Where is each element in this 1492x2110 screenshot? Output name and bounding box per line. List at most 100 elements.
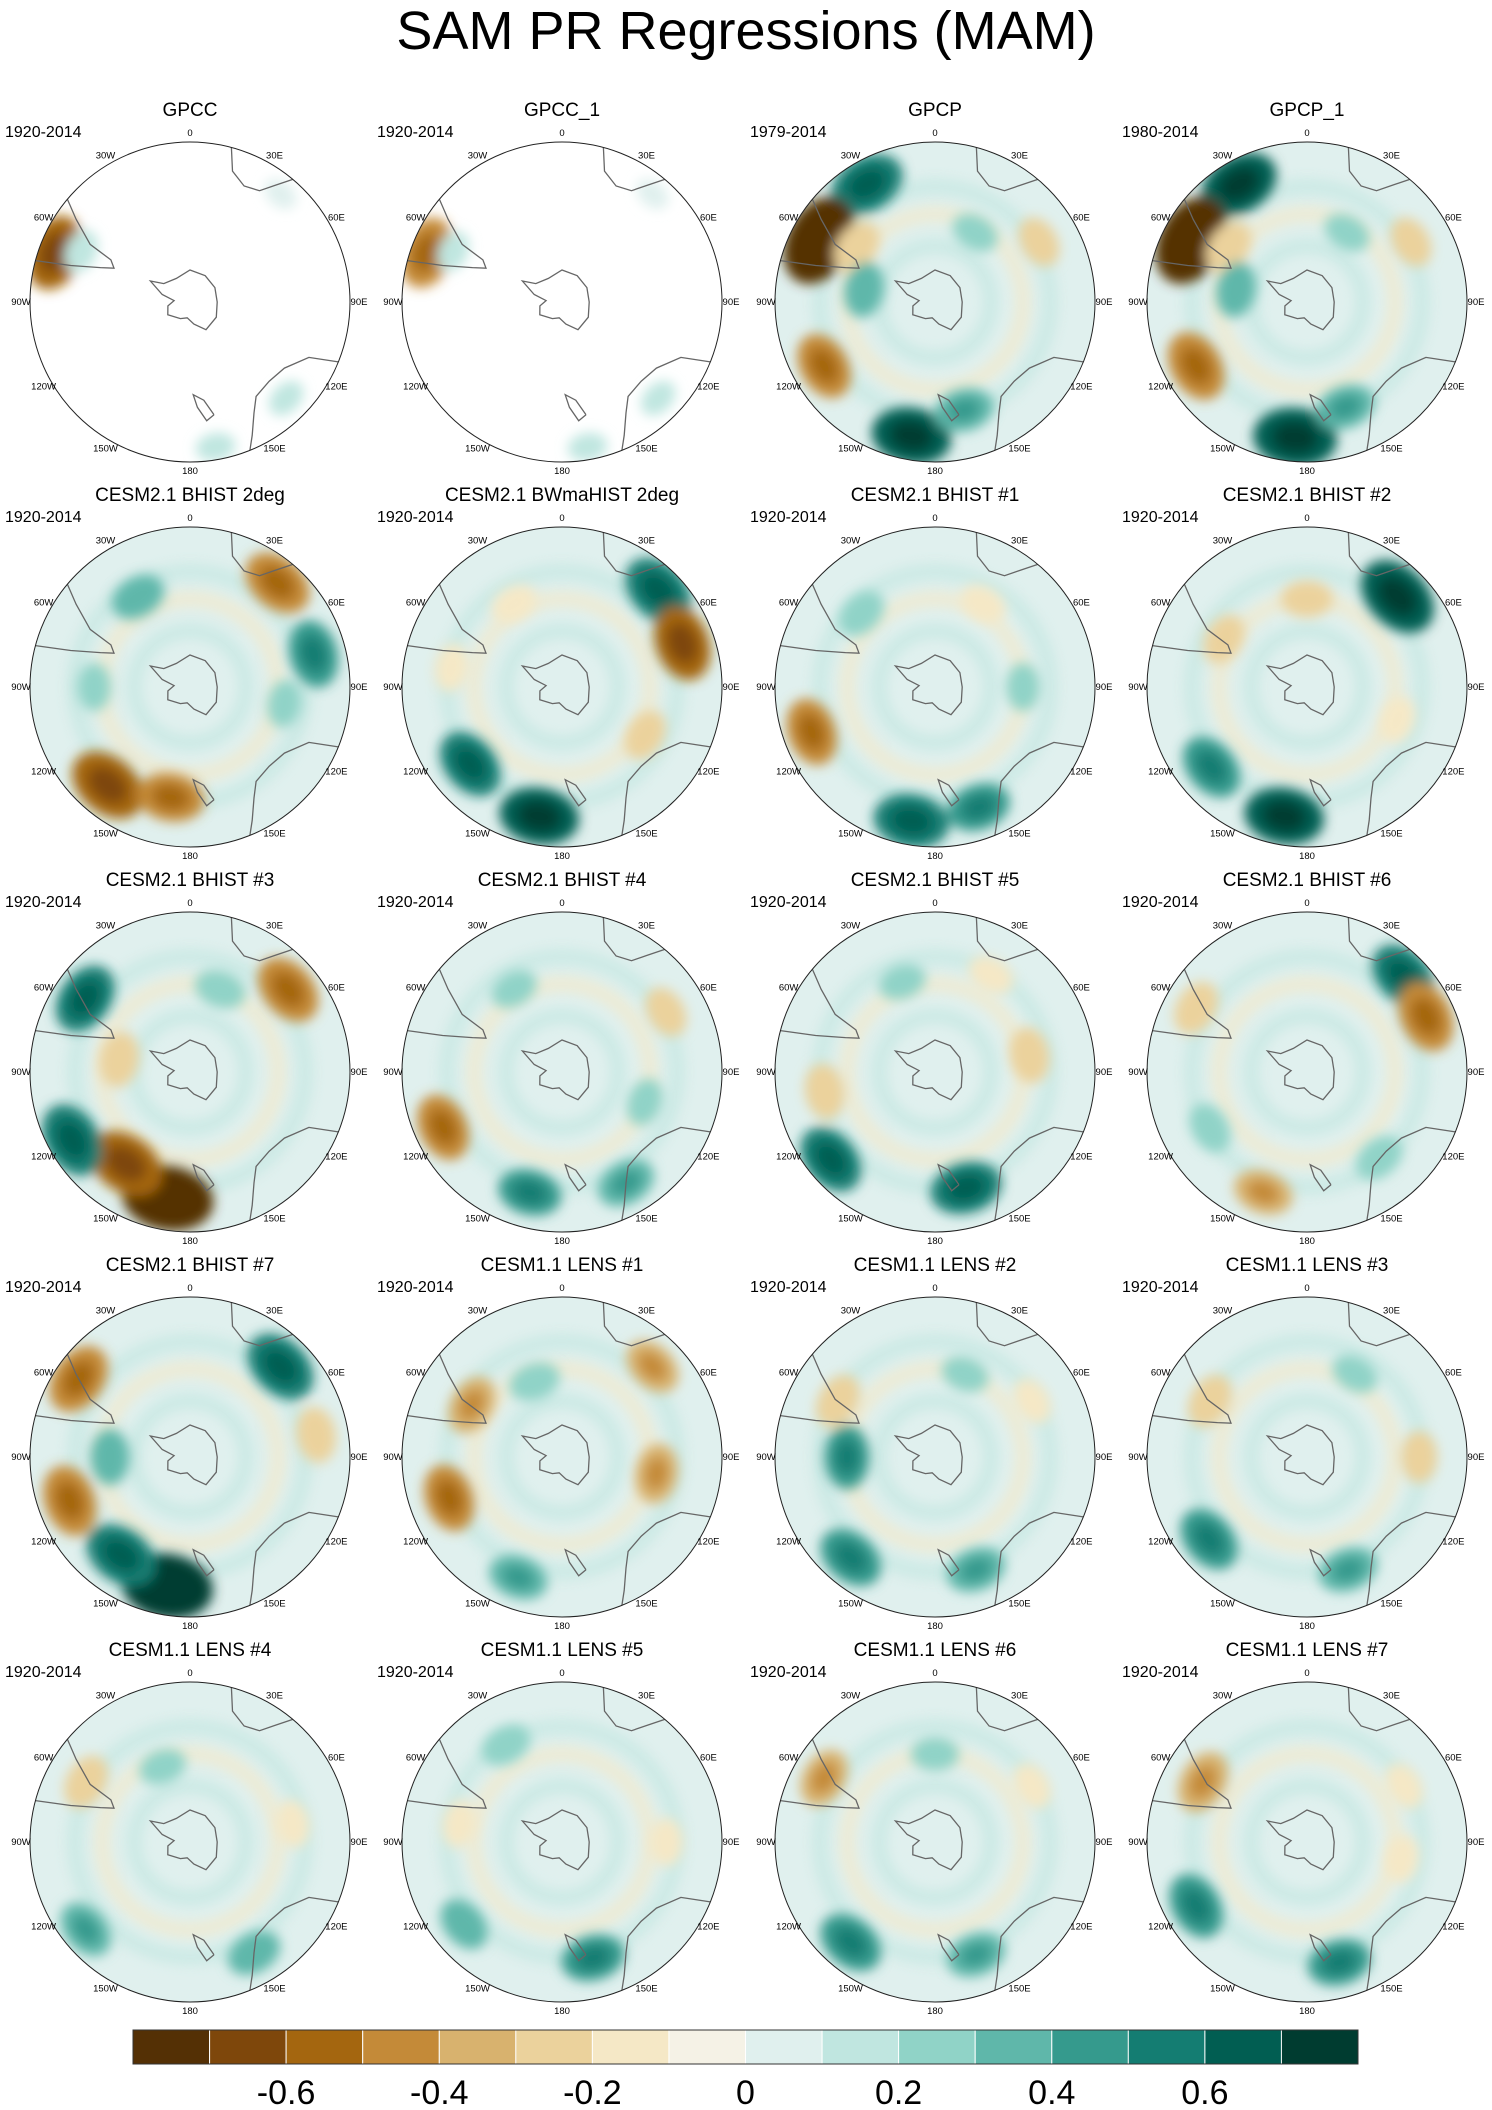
- colorbar-swatch: [516, 2030, 593, 2064]
- longitude-label: 30W: [841, 1691, 861, 1702]
- longitude-label: 150E: [1380, 828, 1402, 839]
- polar-map: 0 30E 60E 90E 120E 150E 180 150W 120W 90W 60W 30W: [377, 892, 747, 1250]
- map-background: [402, 142, 722, 462]
- longitude-label: 90E: [723, 1067, 740, 1078]
- longitude-label: 90W: [383, 682, 403, 693]
- panel-title: CESM1.1 LENS #2: [750, 1255, 1120, 1277]
- longitude-label: 150W: [838, 828, 863, 839]
- panel-title: GPCC_1: [377, 100, 747, 122]
- longitude-label: 120E: [1070, 382, 1092, 393]
- longitude-label: 120E: [1442, 1152, 1464, 1163]
- longitude-label: 120E: [697, 1537, 719, 1548]
- map-panel: GPCP 1979-2014 0 30E 60E 90E 120E 150E 180 150W 12…: [750, 100, 1120, 480]
- longitude-label: 60W: [779, 213, 799, 224]
- longitude-label: 120E: [1442, 767, 1464, 778]
- longitude-label: 90E: [351, 297, 368, 308]
- longitude-label: 30W: [1213, 1691, 1233, 1702]
- longitude-label: 120W: [403, 1537, 428, 1548]
- longitude-label: 60W: [779, 983, 799, 994]
- panel-title: CESM2.1 BHIST #5: [750, 870, 1120, 892]
- longitude-label: 150W: [838, 1983, 863, 1994]
- longitude-label: 60W: [1151, 1368, 1171, 1379]
- longitude-label: 150W: [93, 1598, 118, 1609]
- longitude-label: 90W: [11, 682, 31, 693]
- longitude-label: 90E: [1096, 1067, 1113, 1078]
- polar-map: 0 30E 60E 90E 120E 150E 180 150W 120W 90W 60W 30W: [5, 892, 375, 1250]
- panel-title: CESM1.1 LENS #6: [750, 1640, 1120, 1662]
- map-panel: GPCC 1920-2014 0 30E 60E 90E 120E 150E 180 150W 12…: [5, 100, 375, 480]
- longitude-label: 180: [927, 851, 943, 862]
- longitude-label: 150E: [1008, 1598, 1030, 1609]
- longitude-label: 90W: [756, 1452, 776, 1463]
- longitude-label: 30W: [841, 536, 861, 547]
- longitude-label: 120W: [776, 1537, 801, 1548]
- map-panel: CESM1.1 LENS #6 1920-2014 0 30E 60E 90E 120E 15…: [750, 1640, 1120, 2020]
- longitude-label: 120W: [776, 1152, 801, 1163]
- polar-map: 0 30E 60E 90E 120E 150E 180 150W 120W 90W 60W 30W: [377, 507, 747, 865]
- polar-map: 0 30E 60E 90E 120E 150E 180 150W 120W 90W 60W 30W: [5, 1277, 375, 1635]
- colorbar-swatch: [592, 2030, 669, 2064]
- longitude-label: 60E: [328, 983, 345, 994]
- polar-map: 0 30E 60E 90E 120E 150E 180 150W 120W 90W 60W 30W: [377, 1662, 747, 2020]
- longitude-label: 90E: [1468, 1067, 1485, 1078]
- longitude-label: 180: [554, 2006, 570, 2017]
- longitude-label: 0: [932, 1668, 937, 1679]
- longitude-label: 150W: [465, 1213, 490, 1224]
- longitude-label: 30E: [266, 151, 283, 162]
- longitude-label: 60W: [406, 598, 426, 609]
- longitude-label: 120E: [1070, 767, 1092, 778]
- colorbar-swatch: [1128, 2030, 1205, 2064]
- longitude-label: 60E: [700, 213, 717, 224]
- longitude-label: 150W: [838, 443, 863, 454]
- colorbar-swatch: [1281, 2030, 1358, 2064]
- polar-map: 0 30E 60E 90E 120E 150E 180 150W 120W 90W 60W 30W: [1122, 1277, 1492, 1635]
- longitude-label: 150E: [263, 828, 285, 839]
- polar-map: 0 30E 60E 90E 120E 150E 180 150W 120W 90W 60W 30W: [377, 1277, 747, 1635]
- longitude-label: 120W: [403, 1152, 428, 1163]
- anomaly-blob: [1281, 581, 1333, 617]
- longitude-label: 30E: [1383, 1691, 1400, 1702]
- longitude-label: 120E: [325, 1537, 347, 1548]
- longitude-label: 150E: [1380, 443, 1402, 454]
- colorbar-swatch: [1205, 2030, 1282, 2064]
- map-panel: CESM2.1 BHIST #7 1920-2014 0 30E 60E 90E 120E 1…: [5, 1255, 375, 1635]
- longitude-label: 30E: [266, 536, 283, 547]
- longitude-label: 60E: [1445, 213, 1462, 224]
- longitude-label: 30E: [638, 536, 655, 547]
- longitude-label: 30E: [266, 1306, 283, 1317]
- longitude-label: 150E: [635, 1983, 657, 1994]
- longitude-label: 60W: [34, 1368, 54, 1379]
- longitude-label: 0: [559, 128, 564, 139]
- longitude-label: 30W: [96, 1306, 116, 1317]
- longitude-label: 150E: [635, 443, 657, 454]
- polar-map: 0 30E 60E 90E 120E 150E 180 150W 120W 90W 60W 30W: [1122, 122, 1492, 480]
- panel-title: CESM1.1 LENS #4: [5, 1640, 375, 1662]
- longitude-label: 150E: [263, 443, 285, 454]
- panel-grid: GPCC 1920-2014 0 30E 60E 90E 120E 150E 180 150W 12…: [0, 0, 1492, 2010]
- longitude-label: 90W: [1128, 1837, 1148, 1848]
- polar-map: 0 30E 60E 90E 120E 150E 180 150W 120W 90W 60W 30W: [5, 122, 375, 480]
- longitude-label: 60E: [328, 1753, 345, 1764]
- map-panel: CESM2.1 BHIST 2deg 1920-2014 0 30E 60E 90E 120…: [5, 485, 375, 865]
- longitude-label: 150E: [1008, 443, 1030, 454]
- longitude-label: 150E: [1008, 1983, 1030, 1994]
- longitude-label: 60W: [1151, 983, 1171, 994]
- longitude-label: 60E: [1445, 1753, 1462, 1764]
- map-background: [30, 142, 350, 462]
- longitude-label: 120W: [31, 1922, 56, 1933]
- panel-title: GPCC: [5, 100, 375, 122]
- longitude-label: 150E: [635, 828, 657, 839]
- colorbar-swatch: [1052, 2030, 1129, 2064]
- longitude-label: 180: [927, 2006, 943, 2017]
- panel-title: CESM2.1 BHIST #6: [1122, 870, 1492, 892]
- longitude-label: 30E: [1011, 921, 1028, 932]
- polar-map: 0 30E 60E 90E 120E 150E 180 150W 120W 90W 60W 30W: [1122, 1662, 1492, 2020]
- colorbar-tick-label: 0.2: [875, 2074, 922, 2110]
- colorbar-swatch: [210, 2030, 287, 2064]
- longitude-label: 150W: [93, 1983, 118, 1994]
- longitude-label: 90W: [1128, 1452, 1148, 1463]
- longitude-label: 120W: [31, 767, 56, 778]
- longitude-label: 180: [182, 466, 198, 477]
- longitude-label: 0: [1304, 1283, 1309, 1294]
- colorbar-swatch: [822, 2030, 899, 2064]
